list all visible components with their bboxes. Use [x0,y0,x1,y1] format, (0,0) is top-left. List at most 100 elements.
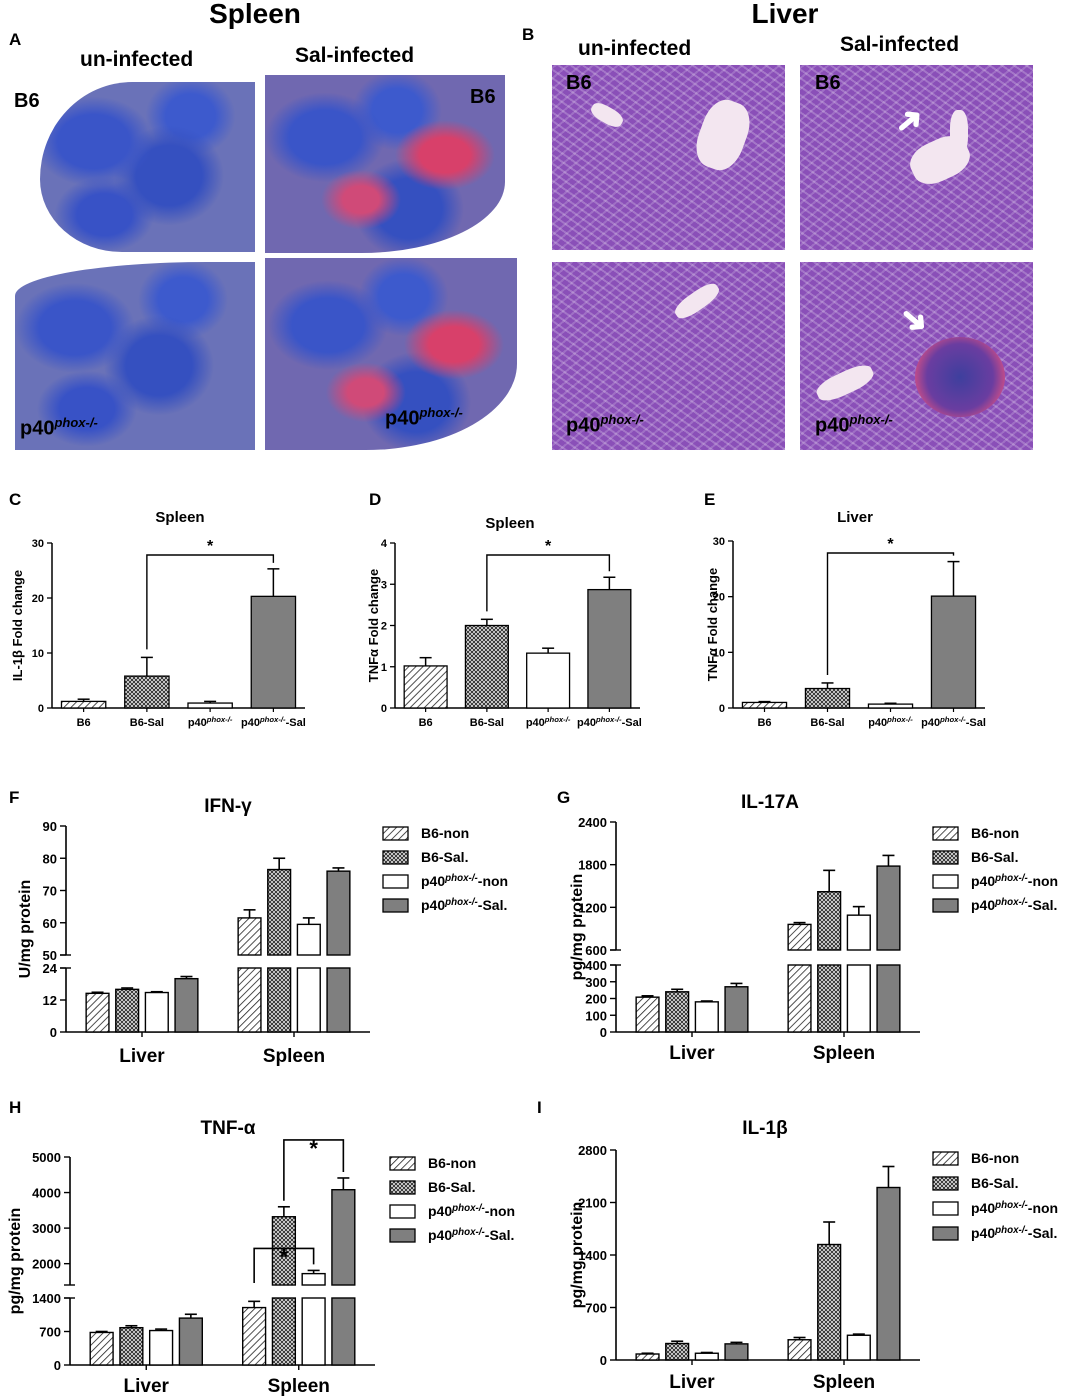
panel-label-d: D [369,490,382,509]
significance-bracket-D [486,554,611,612]
panel-label-e: E [704,490,716,509]
y-tick-label-F: 70 [43,884,57,899]
significance-star-H: * [309,1136,318,1161]
axis-break-gap-G [816,951,842,964]
legend-swatch-G [932,898,959,913]
significance-bracket-H [253,1247,315,1283]
y-tick-label-C: 0 [38,703,44,715]
legend-label-F: p40phox-/--non [421,873,508,889]
vessel-shape [950,110,968,155]
legend-label-G: B6-non [971,825,1019,841]
group-label-F: Liver [119,1046,165,1067]
legend-swatch-I [932,1226,959,1241]
legend-label-F: B6-Sal. [421,849,468,865]
group-label-G: Liver [669,1043,715,1064]
legend-swatch-F [382,898,409,913]
bar-F [85,992,110,1033]
y-tick-label-H: 5000 [32,1150,61,1165]
x-tick-label-D: p40phox-/- [526,715,571,729]
bar-G [846,914,871,951]
legend-label-H: p40phox-/--Sal. [428,1227,514,1243]
chart-title-I: IL-1β [742,1118,787,1139]
liver-b6-infected-image: ➜ [800,65,1033,250]
legend-label-I: B6-non [971,1150,1019,1166]
bar-G [787,964,812,1033]
axis-break-gap-F [266,956,292,967]
y-tick-label-H: 4000 [32,1186,61,1201]
liver-b6-uninfected-image [552,65,785,250]
x-tick-label-C: B6-Sal [130,717,164,729]
significance-star-E: * [887,536,894,553]
bar-G [787,923,812,951]
bar-G [694,1001,719,1033]
x-tick-label-D: p40phox-/--Sal [577,715,642,729]
axis-break-gap-F [296,956,322,967]
legend-label-I: p40phox-/--Sal. [971,1225,1057,1241]
spleen-b6-infected-image [265,75,505,253]
bar-H [89,1331,114,1366]
y-tick-label-H: 2000 [32,1257,61,1272]
y-tick-label-F: 0 [50,1025,57,1040]
bar-F [174,977,199,1033]
y-tick-label-C: 20 [32,593,44,605]
bar-H [119,1326,144,1366]
y-tick-label-H: 700 [39,1325,61,1340]
bar-G [817,964,842,1033]
bar-C [187,702,233,709]
legend-label-F: p40phox-/--Sal. [421,897,507,913]
y-tick-label-E: 20 [713,592,725,604]
chart-title-E: Liver [837,509,873,526]
bar-F [296,967,321,1033]
bar-C [250,595,297,709]
bar-I [694,1352,719,1361]
legend-label-I: p40phox-/--non [971,1200,1058,1216]
legend-label-G: B6-Sal. [971,849,1018,865]
bar-I [724,1343,749,1361]
bar-F [296,923,321,956]
bar-G [665,991,690,1033]
y-tick-label-G: 1200 [578,900,607,915]
spleen-b6-uninfected-image [40,82,255,252]
legend-swatch-I [932,1176,959,1191]
group-label-I: Liver [669,1372,715,1393]
y-tick-label-E: 30 [713,536,725,548]
bar-F [237,967,262,1033]
bar-F [115,988,140,1033]
legend-swatch-G [932,874,959,889]
bar-I [635,1353,660,1361]
y-tick-label-C: 10 [32,648,44,660]
bar-I [846,1334,871,1361]
bar-F [326,967,351,1033]
y-tick-label-G: 600 [585,943,607,958]
y-tick-label-I: 1400 [578,1248,607,1263]
axis-break-gap-H [330,1286,356,1297]
bar-F [326,870,351,956]
bar-H [301,1297,326,1366]
x-tick-label-E: B6 [757,717,771,729]
y-tick-label-F: 60 [43,916,57,931]
panel-label-g: G [557,788,571,807]
axis-break-gap-G [787,951,812,964]
y-axis-label-C: IL-1β Fold change [10,570,25,681]
y-tick-label-D: 0 [381,703,387,715]
axis-break-gap-H [301,1286,327,1297]
liver-infected-title: Sal-infected [840,33,960,56]
significance-star-H: * [280,1244,289,1269]
legend-swatch-F [382,850,409,865]
y-tick-label-C: 30 [32,538,44,550]
y-tick-label-G: 200 [585,992,607,1007]
bar-E [741,701,788,709]
y-tick-label-G: 400 [585,958,607,973]
chart-title-F: IFN-γ [204,796,252,817]
x-tick-label-E: B6-Sal [810,717,844,729]
x-tick-label-C: p40phox-/--Sal [241,715,306,729]
bar-H [178,1317,203,1366]
group-label-I: Spleen [813,1372,875,1393]
bar-G [724,986,749,1033]
bar-I [876,1186,901,1361]
chart-title-H: TNF-α [201,1118,256,1139]
x-tick-label-C: p40phox-/- [188,715,233,729]
bar-H [148,1329,174,1366]
bar-G [876,964,901,1033]
